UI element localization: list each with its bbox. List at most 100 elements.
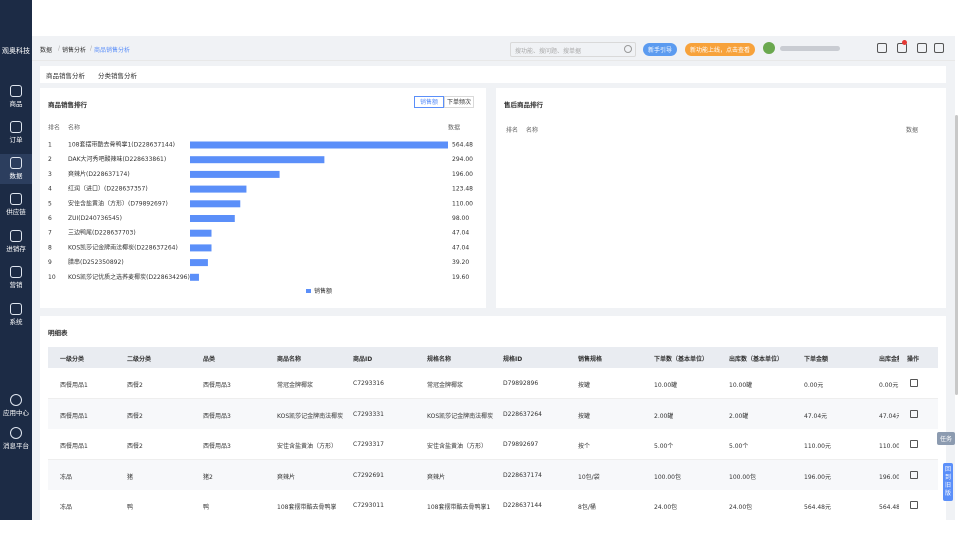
table-cell: 47.04元 bbox=[879, 411, 899, 420]
edit-icon[interactable] bbox=[910, 440, 918, 448]
legend-swatch bbox=[306, 289, 311, 293]
table-header-cell: 规格ID bbox=[503, 354, 522, 363]
product-name: 安佳含盐黄油（方形）(D79892697) bbox=[68, 199, 168, 207]
table-header-cell: 出库数（基本单位） bbox=[729, 354, 783, 363]
value-label: 47.04 bbox=[452, 244, 469, 251]
table-cell: 按罐 bbox=[578, 411, 590, 420]
menu-label: 数据 bbox=[0, 170, 32, 180]
edit-icon[interactable] bbox=[910, 501, 918, 509]
table-header-cell: 商品名称 bbox=[277, 354, 301, 363]
bar bbox=[190, 186, 246, 193]
header-icon[interactable] bbox=[934, 43, 944, 53]
menu-item[interactable]: 商品 bbox=[0, 82, 32, 112]
value-label: 564.48 bbox=[452, 142, 473, 149]
value-label: 39.20 bbox=[452, 259, 469, 266]
sales-rank-panel: 商品销售排行销售额下单频次排名名称数据1108套摆带酷去骨鸭掌1(D228637… bbox=[40, 88, 486, 308]
table-cell: 564.48元 bbox=[804, 502, 831, 511]
tab[interactable]: 分类销售分析 bbox=[98, 70, 137, 80]
menu-label: 消息平台 bbox=[0, 440, 32, 450]
value-label: 98.00 bbox=[452, 215, 469, 222]
search-placeholder: 搜功能、搜问题、搜单据 bbox=[515, 46, 581, 55]
after-sales-panel: 售后商品排行排名名称数据 bbox=[496, 88, 946, 308]
table-header-cell: 二级分类 bbox=[127, 354, 151, 363]
table-cell: 100.00包 bbox=[729, 472, 756, 481]
table-header-cell: 规格名称 bbox=[427, 354, 451, 363]
menu-item[interactable]: 数据 bbox=[0, 154, 32, 184]
table-cell: 常冠金牌椰浆 bbox=[277, 380, 313, 389]
table-cell: 西餐2 bbox=[127, 411, 143, 420]
product-name: KOS凯莎记金牌南法椰炭(D228637264) bbox=[68, 243, 178, 251]
menu-item[interactable]: 订单 bbox=[0, 118, 32, 148]
product-name: 红润（进口）(D228637357) bbox=[68, 185, 148, 193]
table-cell: 猪 bbox=[127, 472, 133, 481]
table-cell: C7293317 bbox=[353, 441, 384, 448]
table-cell: 564.48元 bbox=[879, 502, 899, 511]
table-cell: 110.00元 bbox=[804, 441, 831, 450]
table-cell: 按罐 bbox=[578, 380, 590, 389]
menu-icon bbox=[10, 303, 22, 315]
breadcrumb-item[interactable]: 数据 bbox=[40, 45, 52, 54]
table-cell: 爽辣片 bbox=[427, 472, 445, 481]
edit-icon[interactable] bbox=[910, 410, 918, 418]
menu-label: 供应链 bbox=[0, 206, 32, 216]
table-cell: 西餐用品1 bbox=[60, 441, 88, 450]
rank: 6 bbox=[48, 215, 52, 222]
breadcrumb-sep: / bbox=[90, 45, 92, 52]
menu-item[interactable]: 营销 bbox=[0, 263, 32, 293]
search-box[interactable]: 搜功能、搜问题、搜单据 bbox=[510, 42, 636, 57]
header-icon[interactable] bbox=[877, 43, 887, 53]
rank-chart: 排名名称数据1108套摆带酷去骨鸭掌1(D228637144)564.482DA… bbox=[40, 88, 486, 308]
column-header: 排名 bbox=[506, 125, 518, 134]
task-badge[interactable]: 任务 bbox=[937, 432, 955, 445]
column-header: 数据 bbox=[906, 125, 918, 134]
table-header-cell: 商品ID bbox=[353, 354, 372, 363]
table-header-cell: 销售规格 bbox=[578, 354, 602, 363]
old-version-button[interactable]: 回到旧版 bbox=[943, 463, 953, 501]
header-border bbox=[32, 60, 955, 61]
avatar[interactable] bbox=[763, 42, 775, 54]
notice-dot bbox=[902, 40, 907, 45]
menu-item[interactable]: 应用中心 bbox=[0, 392, 32, 420]
table-cell: D228637144 bbox=[503, 502, 542, 509]
menu-item[interactable]: 供应链 bbox=[0, 190, 32, 220]
table-cell: 西餐2 bbox=[127, 441, 143, 450]
table-header-cell: 操作 bbox=[907, 354, 919, 363]
table-cell: 2.00罐 bbox=[654, 411, 673, 420]
tabs-bar: 商品销售分析 分类销售分析 bbox=[40, 66, 946, 83]
product-name: 108套摆带酷去骨鸭掌1(D228637144) bbox=[68, 141, 175, 149]
table-header-cell: 下单数（基本单位） bbox=[654, 354, 708, 363]
header-icon[interactable] bbox=[917, 43, 927, 53]
table-cell: 10.00罐 bbox=[654, 380, 677, 389]
rank: 2 bbox=[48, 156, 52, 163]
sidebar: 观奥科技商品订单数据供应链进销存营销系统应用中心消息平台 bbox=[0, 0, 32, 520]
edit-icon[interactable] bbox=[910, 379, 918, 387]
user-name-blurred bbox=[780, 46, 840, 51]
table-cell: 鸭 bbox=[203, 502, 209, 511]
table-cell: 110.00元 bbox=[879, 441, 899, 450]
menu-icon bbox=[10, 157, 22, 169]
bar bbox=[190, 156, 324, 163]
tab[interactable]: 商品销售分析 bbox=[46, 70, 85, 80]
menu-item[interactable]: 消息平台 bbox=[0, 425, 32, 453]
bar bbox=[190, 171, 280, 178]
menu-icon bbox=[10, 427, 22, 439]
scrollbar bbox=[955, 115, 958, 395]
edit-icon[interactable] bbox=[910, 471, 918, 479]
bar bbox=[190, 259, 208, 266]
breadcrumb-item: 商品销售分析 bbox=[94, 45, 130, 54]
table-cell: 108套摆带酷去骨鸭掌1 bbox=[427, 502, 490, 511]
table-cell: 10.00罐 bbox=[729, 380, 752, 389]
guide-button[interactable]: 新手引导 bbox=[643, 43, 677, 56]
bar bbox=[190, 244, 212, 251]
search-icon bbox=[624, 45, 632, 53]
table-cell: 5.00个 bbox=[729, 441, 748, 450]
menu-label: 商品 bbox=[0, 98, 32, 108]
rank: 4 bbox=[48, 186, 52, 193]
news-button[interactable]: 新功能上线，点击查看 bbox=[685, 43, 755, 56]
value-label: 19.60 bbox=[452, 274, 469, 281]
menu-item[interactable]: 进销存 bbox=[0, 227, 32, 257]
menu-item[interactable]: 系统 bbox=[0, 300, 32, 330]
breadcrumb-item[interactable]: 销售分析 bbox=[62, 45, 86, 54]
table-cell: 100.00包 bbox=[654, 472, 681, 481]
table-cell: 西餐2 bbox=[127, 380, 143, 389]
